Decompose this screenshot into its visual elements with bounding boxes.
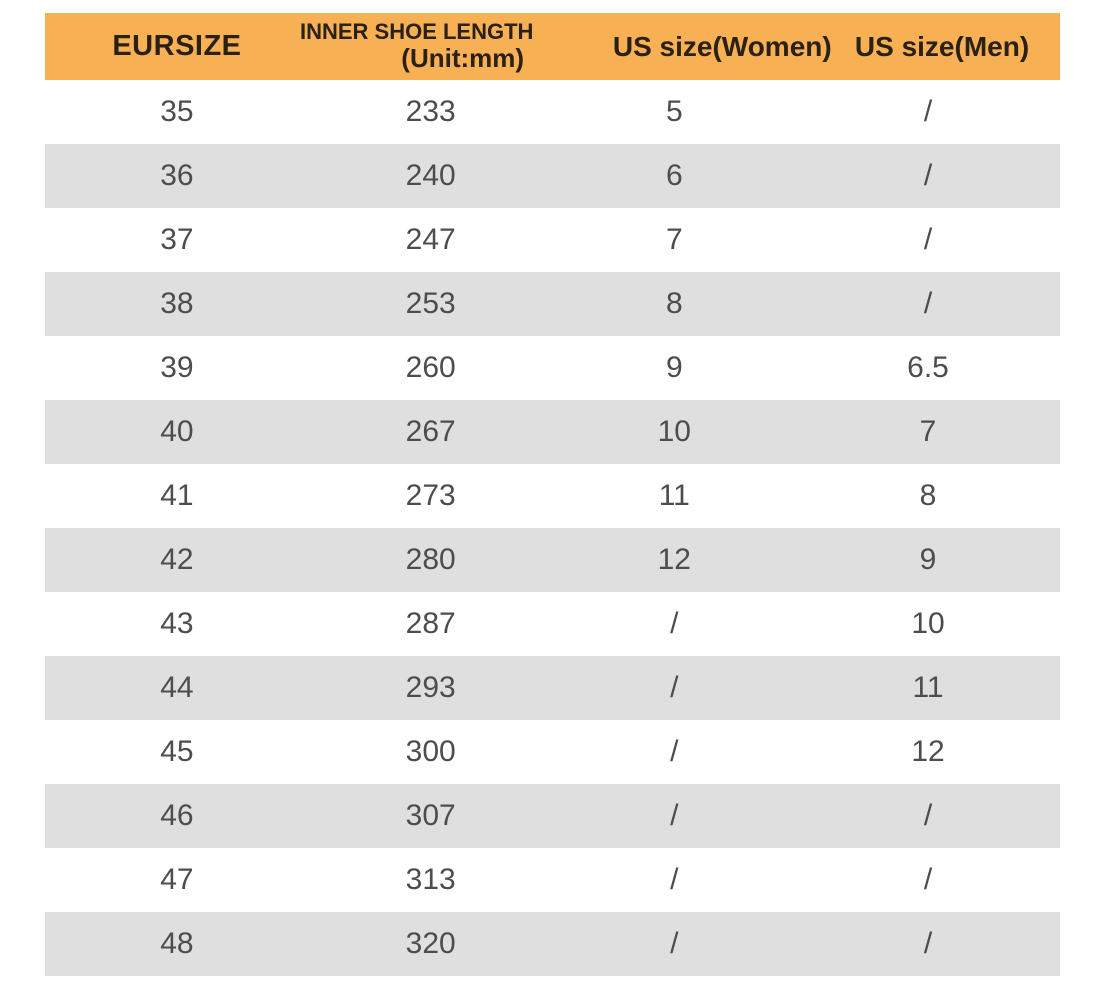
cell-us-size-men: 7	[919, 415, 937, 448]
cell-us-size-women: /	[670, 927, 679, 960]
cell-inner-shoe-length: 307	[405, 799, 456, 832]
cell-eursize: 36	[160, 159, 194, 192]
cell-inner-shoe-length: 253	[405, 287, 456, 320]
cell-eursize: 39	[160, 351, 194, 384]
table-row: 44 293 / 11	[45, 656, 1060, 720]
cell-us-size-women: 6	[665, 159, 683, 192]
table-row: 35 233 5 /	[45, 80, 1060, 144]
table-row: 42 280 12 9	[45, 528, 1060, 592]
size-conversion-table: EURSIZE INNER SHOE LENGTH (Unit:mm) US s…	[45, 13, 1060, 976]
cell-eursize: 43	[160, 607, 194, 640]
column-header-inner-shoe-length-label: INNER SHOE LENGTH	[299, 19, 534, 45]
cell-us-size-women: /	[670, 671, 679, 704]
cell-us-size-women: 11	[658, 479, 690, 512]
cell-us-size-women: 12	[657, 543, 691, 576]
table-row: 39 260 9 6.5	[45, 336, 1060, 400]
cell-us-size-men: 6.5	[907, 351, 949, 384]
cell-inner-shoe-length: 267	[405, 415, 456, 448]
cell-eursize: 40	[160, 415, 194, 448]
cell-eursize: 48	[160, 927, 194, 960]
cell-inner-shoe-length: 273	[405, 479, 456, 512]
cell-us-size-men: 9	[919, 543, 937, 576]
table-body: 35 233 5 / 36 240 6 / 37 247 7 / 38 253	[45, 80, 1060, 976]
cell-us-size-women: /	[670, 799, 679, 832]
cell-inner-shoe-length: 293	[405, 671, 456, 704]
cell-inner-shoe-length: 260	[405, 351, 456, 384]
cell-eursize: 44	[160, 671, 194, 704]
cell-us-size-women: 9	[665, 351, 683, 384]
cell-eursize: 47	[160, 863, 194, 896]
table-row: 38 253 8 /	[45, 272, 1060, 336]
cell-eursize: 37	[160, 223, 194, 256]
cell-us-size-men: 11	[912, 671, 944, 704]
cell-us-size-men: /	[923, 799, 933, 832]
cell-us-size-women: 10	[657, 415, 691, 448]
cell-us-size-women: /	[670, 607, 679, 640]
cell-inner-shoe-length: 247	[405, 223, 456, 256]
cell-inner-shoe-length: 320	[405, 927, 456, 960]
cell-inner-shoe-length: 280	[405, 543, 456, 576]
column-header-unit-label: (Unit:mm)	[401, 43, 525, 74]
cell-us-size-women: 5	[665, 95, 683, 128]
cell-eursize: 38	[160, 287, 194, 320]
table-row: 47 313 / /	[45, 848, 1060, 912]
cell-eursize: 35	[160, 95, 194, 128]
table-row: 36 240 6 /	[45, 144, 1060, 208]
cell-us-size-women: /	[670, 735, 679, 768]
table-row: 46 307 / /	[45, 784, 1060, 848]
cell-us-size-men: /	[923, 159, 933, 192]
cell-inner-shoe-length: 313	[405, 863, 456, 896]
cell-us-size-men: 10	[911, 607, 945, 640]
table-row: 43 287 / 10	[45, 592, 1060, 656]
table-row: 41 273 11 8	[45, 464, 1060, 528]
cell-us-size-women: 7	[665, 223, 683, 256]
cell-eursize: 45	[160, 735, 194, 768]
cell-inner-shoe-length: 233	[405, 95, 456, 128]
cell-inner-shoe-length: 287	[405, 607, 456, 640]
table-row: 48 320 / /	[45, 912, 1060, 976]
cell-eursize: 42	[160, 543, 194, 576]
cell-us-size-women: /	[670, 863, 679, 896]
table-row: 37 247 7 /	[45, 208, 1060, 272]
cell-inner-shoe-length: 240	[405, 159, 456, 192]
cell-us-size-men: /	[923, 223, 933, 256]
column-header-inner-shoe-length: INNER SHOE LENGTH (Unit:mm)	[300, 19, 553, 73]
column-header-us-size-men: US size(Men)	[854, 30, 1030, 62]
table-row: 40 267 10 7	[45, 400, 1060, 464]
cell-inner-shoe-length: 300	[405, 735, 456, 768]
column-header-us-size-women: US size(Women)	[612, 30, 832, 62]
cell-eursize: 41	[160, 479, 194, 512]
cell-eursize: 46	[160, 799, 194, 832]
cell-us-size-men: /	[923, 287, 933, 320]
cell-us-size-men: /	[923, 95, 933, 128]
cell-us-size-men: 8	[919, 479, 937, 512]
cell-us-size-men: 12	[911, 735, 945, 768]
table-row: 45 300 / 12	[45, 720, 1060, 784]
cell-us-size-women: 8	[665, 287, 683, 320]
table-header-row: EURSIZE INNER SHOE LENGTH (Unit:mm) US s…	[45, 13, 1060, 80]
cell-us-size-men: /	[923, 863, 933, 896]
cell-us-size-men: /	[923, 927, 933, 960]
column-header-eursize: EURSIZE	[112, 30, 242, 62]
